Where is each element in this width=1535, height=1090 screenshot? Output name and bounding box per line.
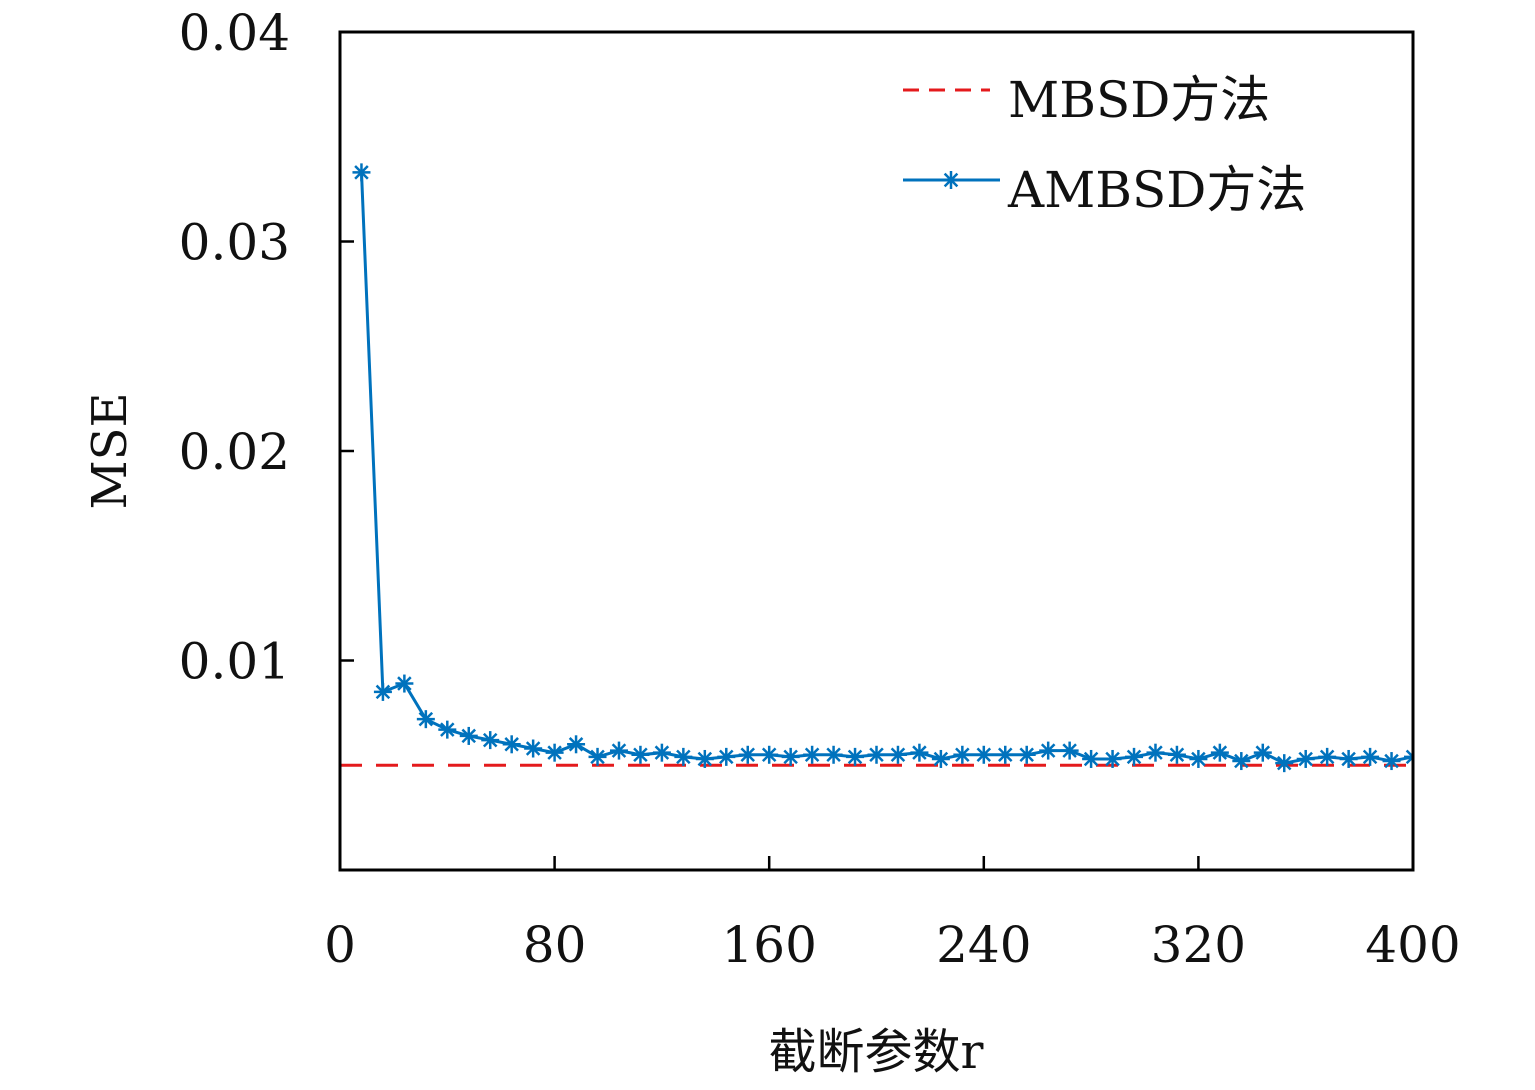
data-point-marker bbox=[1382, 752, 1401, 771]
data-point-marker bbox=[1146, 743, 1165, 762]
data-point-marker bbox=[867, 745, 886, 764]
data-point-marker bbox=[352, 163, 371, 182]
x-tick-label: 0 bbox=[324, 916, 356, 974]
data-point-marker bbox=[1253, 743, 1272, 762]
data-point-marker bbox=[803, 745, 822, 764]
data-point-marker bbox=[395, 674, 414, 693]
data-point-marker bbox=[1361, 747, 1380, 766]
data-point-marker bbox=[974, 745, 993, 764]
data-point-marker bbox=[631, 745, 650, 764]
x-axis-ticks: 0 80 160 240 320 400 bbox=[324, 856, 1461, 974]
data-point-marker bbox=[1275, 754, 1294, 773]
data-point-marker bbox=[1296, 749, 1315, 768]
series-line-1 bbox=[360, 172, 1413, 765]
y-tick-label: 0.03 bbox=[179, 214, 290, 272]
data-point-marker bbox=[524, 739, 543, 758]
plot-frame bbox=[338, 30, 1415, 872]
data-point-marker bbox=[781, 747, 800, 766]
data-point-marker bbox=[888, 745, 907, 764]
data-point-marker bbox=[1039, 741, 1058, 760]
data-point-marker bbox=[438, 720, 457, 739]
legend-marker-ambsd bbox=[942, 171, 960, 189]
x-tick-label: 320 bbox=[1151, 916, 1246, 974]
y-axis-ticks: 0.01 0.02 0.03 0.04 bbox=[179, 4, 354, 691]
data-point-marker bbox=[760, 745, 779, 764]
y-axis-label: MSE bbox=[82, 392, 138, 509]
data-point-marker bbox=[953, 745, 972, 764]
data-point-marker bbox=[931, 749, 950, 768]
data-point-marker bbox=[1189, 749, 1208, 768]
data-point-marker bbox=[1167, 745, 1186, 764]
y-tick-label: 0.01 bbox=[179, 633, 290, 691]
data-point-marker bbox=[695, 749, 714, 768]
data-point-marker bbox=[652, 743, 671, 762]
y-tick-label: 0.04 bbox=[179, 4, 290, 62]
legend-asterisk bbox=[942, 171, 960, 189]
data-point-marker bbox=[416, 710, 435, 729]
series-layer bbox=[340, 163, 1413, 773]
data-point-marker bbox=[609, 741, 628, 760]
data-point-marker bbox=[1404, 747, 1413, 766]
data-point-marker bbox=[910, 743, 929, 762]
data-point-marker bbox=[1017, 745, 1036, 764]
x-tick-label: 160 bbox=[721, 916, 816, 974]
data-point-marker bbox=[996, 745, 1015, 764]
x-axis-label: 截断参数r bbox=[769, 1024, 984, 1080]
legend: MBSD方法 AMBSD方法 bbox=[903, 71, 1306, 219]
data-point-marker bbox=[1082, 749, 1101, 768]
data-point-marker bbox=[1339, 749, 1358, 768]
data-point-marker bbox=[738, 745, 757, 764]
legend-label-ambsd: AMBSD方法 bbox=[1007, 161, 1306, 219]
x-tick-label: 240 bbox=[936, 916, 1031, 974]
data-point-marker bbox=[481, 731, 500, 750]
data-point-marker bbox=[1103, 749, 1122, 768]
y-tick-label: 0.02 bbox=[179, 423, 290, 481]
data-point-marker bbox=[846, 747, 865, 766]
data-point-marker bbox=[1125, 747, 1144, 766]
data-point-marker bbox=[674, 747, 693, 766]
x-tick-label: 80 bbox=[523, 916, 587, 974]
data-point-marker bbox=[1060, 741, 1079, 760]
data-point-marker bbox=[502, 735, 521, 754]
data-point-marker bbox=[717, 747, 736, 766]
data-point-marker bbox=[567, 735, 586, 754]
data-point-marker bbox=[459, 726, 478, 745]
data-point-marker bbox=[373, 682, 392, 701]
x-tick-label: 400 bbox=[1365, 916, 1460, 974]
data-point-marker bbox=[1318, 747, 1337, 766]
data-point-marker bbox=[545, 743, 564, 762]
data-point-marker bbox=[1232, 752, 1251, 771]
legend-label-mbsd: MBSD方法 bbox=[1008, 71, 1270, 129]
data-point-marker bbox=[588, 747, 607, 766]
data-point-marker bbox=[824, 745, 843, 764]
data-point-marker bbox=[1210, 743, 1229, 762]
